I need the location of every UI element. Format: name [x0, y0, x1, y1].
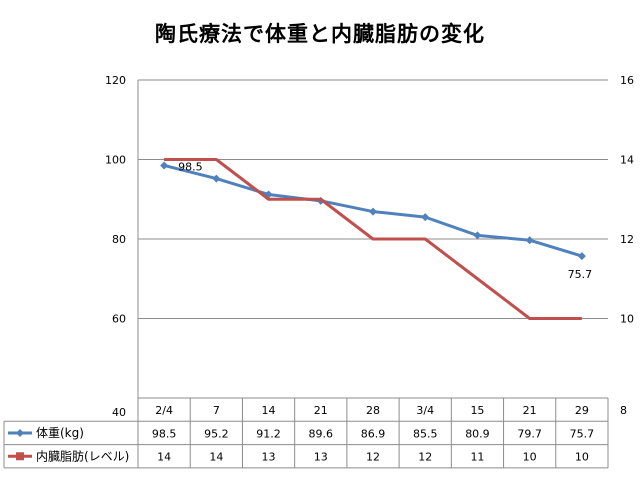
data-label: 98.5: [178, 160, 203, 173]
table-cell: 13: [262, 451, 276, 464]
data-point: [212, 174, 221, 183]
data-point: [473, 231, 482, 240]
category-label: 21: [523, 404, 537, 417]
left-axis-tick-label: 40: [112, 406, 126, 419]
table-cell: 91.2: [256, 427, 281, 440]
table-cell: 75.7: [570, 427, 595, 440]
category-label: 3/4: [416, 404, 434, 417]
table-cell: 11: [470, 451, 484, 464]
chart-title: 陶氏療法で体重と内臓脂肪の変化: [155, 22, 485, 46]
right-axis-tick-label: 12: [620, 233, 634, 246]
data-point: [369, 207, 377, 216]
right-axis-tick-label: 14: [620, 154, 634, 167]
category-label: 28: [366, 404, 380, 417]
series-line: [164, 158, 582, 320]
table-cell: 12: [366, 451, 380, 464]
category-label: 21: [314, 404, 328, 417]
category-label: 2/4: [155, 404, 173, 417]
left-axis-tick-label: 100: [105, 154, 126, 167]
category-label: 7: [213, 404, 220, 417]
category-label: 14: [262, 404, 276, 417]
left-axis-tick-label: 60: [112, 313, 126, 326]
category-label: 29: [575, 404, 589, 417]
table-cell: 79.7: [517, 427, 542, 440]
category-label: 15: [470, 404, 484, 417]
data-point: [577, 252, 586, 261]
right-axis-tick-label: 10: [620, 313, 634, 326]
table-cell: 86.9: [361, 427, 386, 440]
table-cell: 85.5: [413, 427, 438, 440]
table-cell: 10: [575, 451, 589, 464]
legend-label: 内臓脂肪(レベル): [36, 448, 129, 463]
data-label: 75.7: [568, 268, 593, 281]
legend-key-marker: [16, 452, 24, 461]
table-cell: 98.5: [152, 427, 177, 440]
left-axis-tick-label: 120: [105, 74, 126, 87]
table-cell: 14: [209, 451, 223, 464]
data-point: [160, 161, 169, 170]
table-cell: 14: [157, 451, 171, 464]
table-cell: 80.9: [465, 427, 490, 440]
data-point: [421, 213, 430, 222]
table-cell: 12: [418, 451, 432, 464]
left-axis-tick-label: 80: [112, 233, 126, 246]
legend-label: 体重(kg): [36, 426, 84, 440]
table-cell: 95.2: [204, 427, 229, 440]
table-cell: 13: [314, 451, 328, 464]
right-axis-tick-label: 16: [620, 74, 634, 87]
legend-key-marker: [16, 428, 24, 437]
right-axis-tick-label: 8: [620, 404, 627, 417]
data-point: [525, 236, 534, 245]
table-cell: 10: [523, 451, 537, 464]
table-cell: 89.6: [309, 427, 334, 440]
